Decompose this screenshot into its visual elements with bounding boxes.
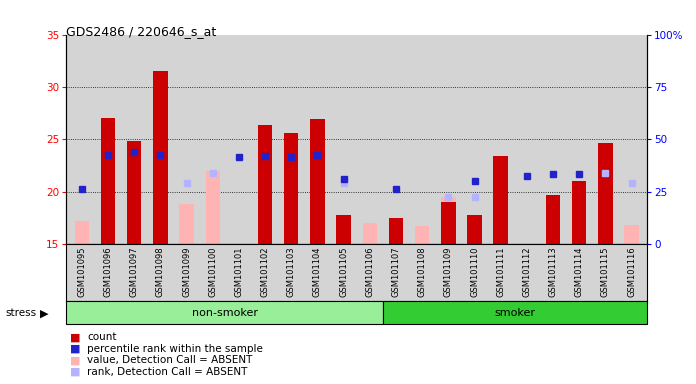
Bar: [441, 202, 455, 244]
Bar: [74, 221, 89, 244]
Text: GSM101098: GSM101098: [156, 246, 165, 297]
Text: ▶: ▶: [40, 309, 49, 319]
Text: ■: ■: [70, 332, 80, 342]
Bar: [546, 195, 560, 244]
Bar: [258, 124, 272, 244]
Bar: [101, 118, 116, 244]
Bar: [598, 143, 612, 244]
Bar: [389, 218, 403, 244]
Text: rank, Detection Call = ABSENT: rank, Detection Call = ABSENT: [87, 367, 247, 377]
Bar: [310, 119, 324, 244]
Bar: [205, 170, 220, 244]
Text: GDS2486 / 220646_s_at: GDS2486 / 220646_s_at: [66, 25, 216, 38]
Text: non-smoker: non-smoker: [191, 308, 258, 318]
Bar: [441, 197, 455, 244]
Text: GSM101109: GSM101109: [444, 246, 453, 297]
Text: percentile rank within the sample: percentile rank within the sample: [87, 344, 263, 354]
Bar: [336, 215, 351, 244]
Text: GSM101104: GSM101104: [313, 246, 322, 297]
Text: GSM101112: GSM101112: [523, 246, 531, 297]
Bar: [284, 133, 299, 244]
Text: count: count: [87, 332, 116, 342]
Text: ■: ■: [70, 367, 80, 377]
Bar: [493, 156, 508, 244]
Text: ■: ■: [70, 344, 80, 354]
Bar: [180, 204, 193, 244]
Bar: [383, 301, 647, 324]
Bar: [572, 181, 587, 244]
Bar: [624, 225, 639, 244]
Text: GSM101095: GSM101095: [77, 246, 86, 297]
Text: value, Detection Call = ABSENT: value, Detection Call = ABSENT: [87, 355, 253, 365]
Bar: [336, 218, 351, 244]
Text: GSM101111: GSM101111: [496, 246, 505, 297]
Bar: [415, 226, 429, 244]
Text: stress: stress: [6, 308, 37, 318]
Bar: [467, 242, 482, 244]
Bar: [153, 71, 168, 244]
Text: GSM101102: GSM101102: [260, 246, 269, 297]
Bar: [363, 223, 377, 244]
Text: GSM101100: GSM101100: [208, 246, 217, 297]
Text: ■: ■: [70, 355, 80, 365]
Text: GSM101097: GSM101097: [129, 246, 139, 297]
Text: smoker: smoker: [495, 308, 536, 318]
Text: GSM101101: GSM101101: [235, 246, 244, 297]
Bar: [467, 215, 482, 244]
Text: GSM101113: GSM101113: [548, 246, 557, 297]
Bar: [127, 141, 141, 244]
Text: GSM101114: GSM101114: [575, 246, 584, 297]
Text: GSM101096: GSM101096: [104, 246, 113, 297]
Text: GSM101099: GSM101099: [182, 246, 191, 297]
Text: GSM101115: GSM101115: [601, 246, 610, 297]
Bar: [66, 301, 383, 324]
Text: GSM101103: GSM101103: [287, 246, 296, 297]
Text: GSM101110: GSM101110: [470, 246, 479, 297]
Text: GSM101105: GSM101105: [339, 246, 348, 297]
Bar: [389, 218, 403, 244]
Text: GSM101107: GSM101107: [391, 246, 400, 297]
Text: GSM101116: GSM101116: [627, 246, 636, 297]
Bar: [598, 197, 612, 244]
Text: GSM101106: GSM101106: [365, 246, 374, 297]
Text: GSM101108: GSM101108: [418, 246, 427, 297]
